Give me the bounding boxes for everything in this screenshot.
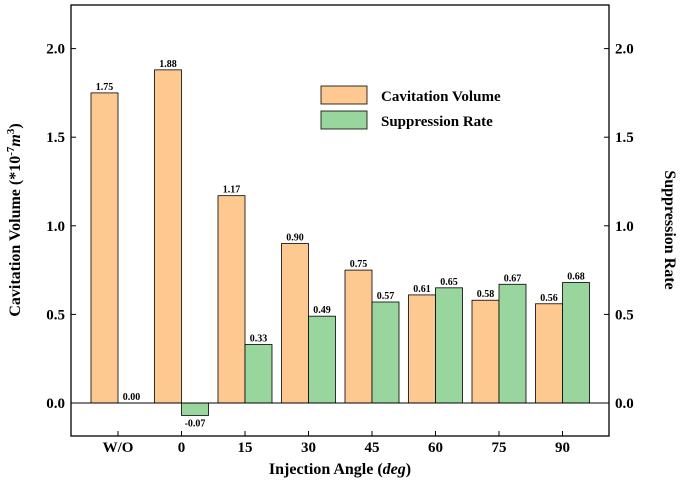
legend-swatch-cavitation-volume	[320, 85, 368, 105]
x-tick-label-2: 15	[238, 440, 253, 456]
data-label-suppression-rate-3: 0.49	[313, 305, 331, 316]
bar-cavitation-volume-2	[217, 195, 246, 404]
data-label-cavitation-volume-4: 0.75	[350, 259, 368, 270]
data-label-cavitation-volume-2: 1.17	[223, 185, 241, 196]
y2-tick-label-3: 1.5	[615, 130, 634, 146]
bar-cavitation-volume-5	[408, 294, 436, 404]
data-label-cavitation-volume-0: 1.75	[96, 82, 114, 93]
x-tick-label-4: 45	[365, 440, 380, 456]
bar-suppression-rate-1	[181, 402, 209, 416]
data-label-suppression-rate-2: 0.33	[250, 334, 268, 345]
x-tick-label-3: 30	[301, 440, 316, 456]
bar-cavitation-volume-1	[154, 69, 182, 404]
y-tick-label-4: 2.0	[46, 42, 65, 58]
bar-suppression-rate-2	[244, 344, 273, 404]
y-tick-label-2: 1.0	[46, 219, 65, 235]
data-label-cavitation-volume-3: 0.90	[286, 233, 304, 244]
plot-frame	[70, 4, 610, 437]
y2-axis-title: Suppression Rate	[661, 170, 678, 289]
y2-tick-label-0: 0.0	[615, 396, 634, 412]
legend-swatch-suppression-rate	[320, 110, 368, 130]
data-label-suppression-rate-7: 0.68	[567, 272, 585, 283]
x-tick-label-7: 90	[555, 440, 570, 456]
y-tick-label-3: 1.5	[46, 130, 65, 146]
data-label-suppression-rate-4: 0.57	[377, 291, 395, 302]
bar-cavitation-volume-3	[281, 243, 309, 404]
data-label-suppression-rate-1: -0.07	[185, 418, 206, 429]
y2-tick-label-4: 2.0	[615, 42, 634, 58]
bar-data-labels: 1.75 0.00 1.88 -0.07 1.17 0.33 0.90 0.49 0.75 0.5…	[96, 59, 585, 430]
bar-cavitation-volume-7	[535, 303, 563, 404]
x-tick-label-6: 75	[492, 440, 507, 456]
bars	[90, 69, 590, 416]
bar-suppression-rate-4	[371, 301, 400, 404]
legend: Cavitation Volume Suppression Rate	[320, 85, 501, 130]
data-label-suppression-rate-6: 0.67	[504, 273, 522, 284]
x-tick-label-5: 60	[428, 440, 443, 456]
y-tick-label-1: 0.5	[46, 307, 65, 323]
data-label-suppression-rate-0: 0.00	[123, 392, 141, 403]
data-label-suppression-rate-5: 0.65	[440, 277, 458, 288]
legend-label-suppression-rate: Suppression Rate	[381, 114, 493, 130]
y2-tick-label-2: 1.0	[615, 219, 634, 235]
data-label-cavitation-volume-5: 0.61	[413, 284, 431, 295]
data-label-cavitation-volume-7: 0.56	[540, 293, 558, 304]
data-label-cavitation-volume-6: 0.58	[477, 289, 495, 300]
bar-suppression-rate-3	[308, 315, 336, 404]
bar-cavitation-volume-6	[471, 299, 500, 404]
bar-suppression-rate-7	[562, 282, 590, 404]
ticks: W/O 0 15 30 45 60 75 90 0.0 0.5 1.0 1.5 2.0 0.0 0.5 1.0…	[46, 42, 634, 456]
y-tick-label-0: 0.0	[46, 396, 65, 412]
x-axis-title: Injection Angle (deg)	[269, 461, 411, 478]
data-label-cavitation-volume-1: 1.88	[159, 59, 177, 70]
bar-suppression-rate-6	[498, 283, 527, 404]
bar-cavitation-volume-4	[344, 269, 373, 404]
bar-cavitation-volume-0	[90, 92, 119, 404]
bar-suppression-rate-5	[435, 287, 463, 404]
x-tick-label-1: 0	[178, 440, 186, 456]
y2-tick-label-1: 0.5	[615, 307, 634, 323]
legend-label-cavitation-volume: Cavitation Volume	[381, 89, 501, 105]
y-axis-title: Cavitation Volume (*10-7m3)	[5, 123, 24, 316]
x-tick-label-0: W/O	[103, 440, 134, 456]
plot-area	[71, 5, 609, 436]
